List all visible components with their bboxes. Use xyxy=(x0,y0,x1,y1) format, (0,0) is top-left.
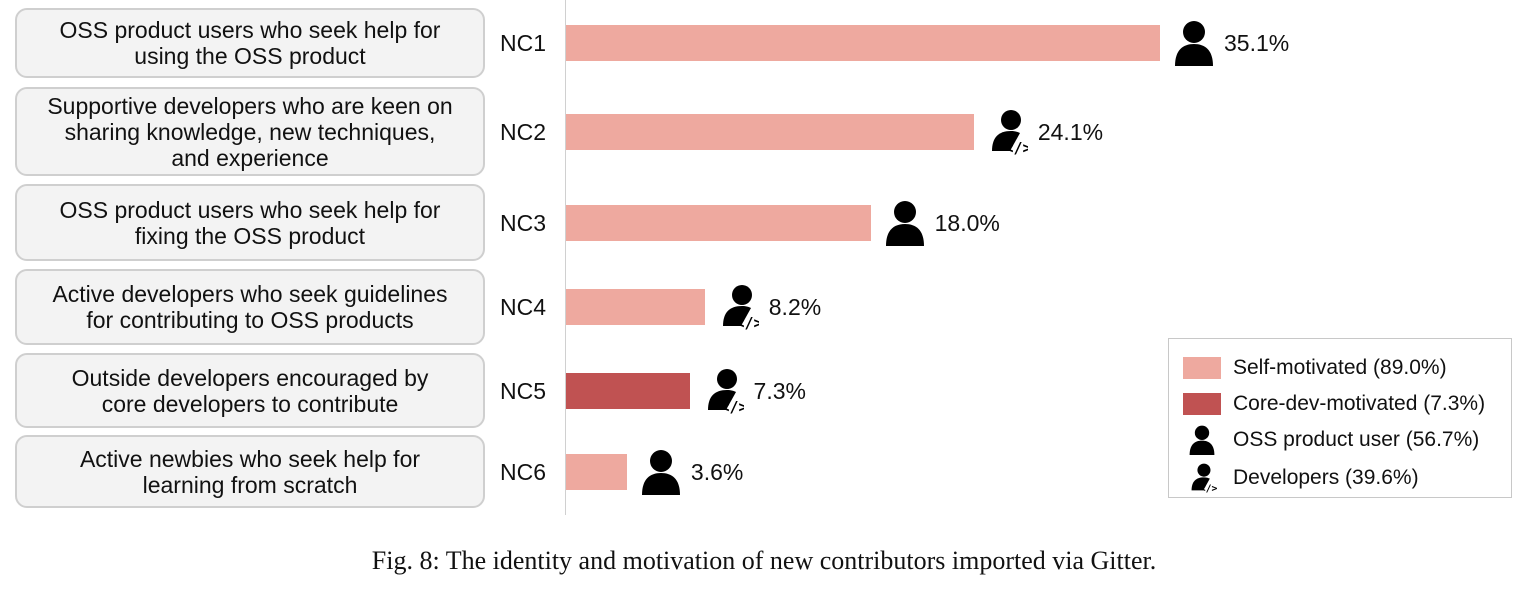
svg-text:</>: </> xyxy=(1200,484,1217,493)
legend-label: Developers (39.6%) xyxy=(1233,466,1419,489)
bar-nc6 xyxy=(566,453,627,490)
figure-caption: Fig. 8: The identity and motivation of n… xyxy=(371,546,1157,575)
legend-label: OSS product user (56.7%) xyxy=(1233,428,1480,451)
svg-text:</>: </> xyxy=(735,314,759,330)
legend-swatch-core xyxy=(1183,393,1221,415)
data-label-nc1: 35.1% xyxy=(1224,30,1290,56)
category-description-text: Active developers who seek guidelines fo… xyxy=(52,281,448,333)
y-axis-line xyxy=(565,0,566,515)
bar-nc5 xyxy=(566,372,690,409)
user-icon xyxy=(885,200,925,246)
category-description-text: OSS product users who seek help for usin… xyxy=(59,17,441,69)
category-tick-label: NC4 xyxy=(500,294,547,320)
data-label-nc5: 7.3% xyxy=(753,377,806,404)
svg-text:</>: </> xyxy=(1004,139,1028,155)
bar-nc3 xyxy=(566,204,871,241)
bar-nc1 xyxy=(566,25,1160,61)
category-description-text: Outside developers encouraged by core de… xyxy=(71,364,429,417)
user-icon xyxy=(641,449,681,495)
legend-item: Self-motivated (89.0%) xyxy=(1183,353,1447,383)
category-description-nc5: Outside developers encouraged by core de… xyxy=(15,353,485,428)
legend-label: Core-dev-motivated (7.3%) xyxy=(1233,392,1486,415)
developer-icon: </> xyxy=(719,284,759,330)
data-label-nc6: 3.6% xyxy=(690,458,744,485)
category-tick-label: NC6 xyxy=(500,458,547,485)
bar-nc2 xyxy=(566,113,974,150)
category-tick-label: NC2 xyxy=(500,118,547,145)
category-description-nc2: Supportive developers who are keen on sh… xyxy=(15,87,485,176)
legend-item: </> Developers (39.6%) xyxy=(1183,463,1419,493)
developer-icon: </> xyxy=(988,109,1028,155)
developer-icon: </> xyxy=(1187,463,1217,493)
category-description-nc3: OSS product users who seek help for fixi… xyxy=(15,184,485,261)
category-description-nc1: OSS product users who seek help for usin… xyxy=(15,8,485,78)
legend-label: Self-motivated (89.0%) xyxy=(1233,356,1447,379)
developer-icon: </> xyxy=(704,368,744,414)
data-label-nc4: 8.2% xyxy=(768,294,822,320)
category-description-nc4: Active developers who seek guidelines fo… xyxy=(15,269,485,345)
category-tick-label: NC3 xyxy=(500,209,547,236)
category-description-text: Active newbies who seek help for learnin… xyxy=(79,445,421,498)
category-tick-label: NC5 xyxy=(500,377,547,404)
data-label-nc3: 18.0% xyxy=(934,209,1000,236)
legend-item: OSS product user (56.7%) xyxy=(1183,425,1479,455)
user-icon xyxy=(1174,20,1214,66)
bar-nc4 xyxy=(566,289,705,325)
data-label-nc2: 24.1% xyxy=(1037,118,1104,145)
category-description-nc6: Active newbies who seek help for learnin… xyxy=(15,435,485,508)
legend-swatch-self xyxy=(1183,357,1221,379)
user-icon xyxy=(1187,425,1217,455)
svg-text:</>: </> xyxy=(720,398,744,414)
category-description-text: OSS product users who seek help for fixi… xyxy=(59,196,441,249)
category-tick-label: NC1 xyxy=(500,30,547,56)
category-description-text: Supportive developers who are keen on sh… xyxy=(47,92,453,171)
legend: Self-motivated (89.0%) Core-dev-motivated… xyxy=(1168,338,1512,498)
legend-item: Core-dev-motivated (7.3%) xyxy=(1183,389,1485,419)
